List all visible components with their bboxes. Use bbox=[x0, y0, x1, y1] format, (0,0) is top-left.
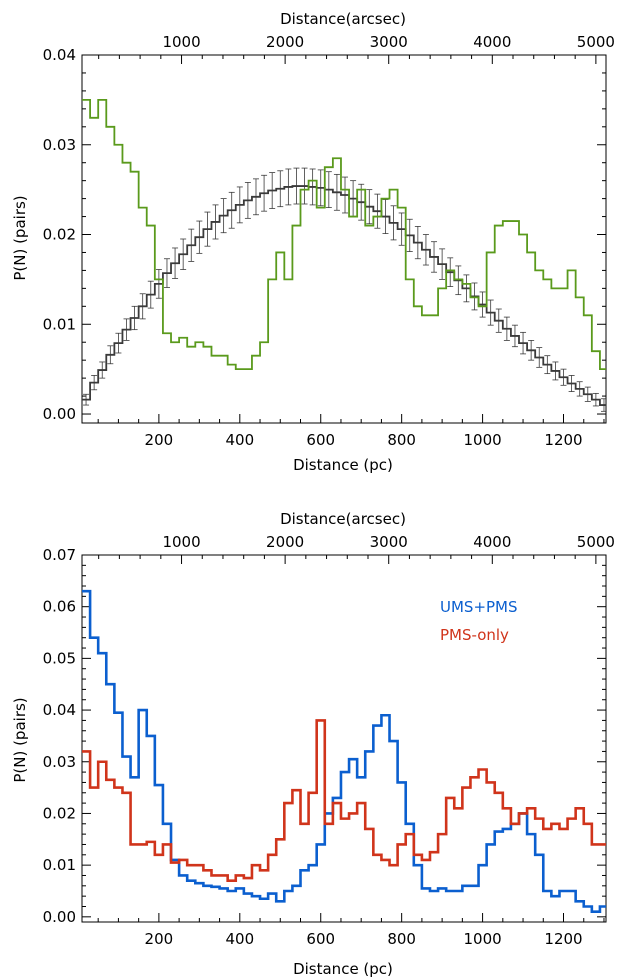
bottom-panel-x-axis-title: Distance (pc) bbox=[293, 960, 393, 978]
top-panel-x-tick-label: 600 bbox=[306, 431, 335, 449]
top-panel-y-tick-label: 0.04 bbox=[43, 46, 76, 64]
top-panel-top-tick-label: 1000 bbox=[162, 33, 200, 51]
top-panel-x-axis-title: Distance (pc) bbox=[293, 456, 393, 474]
top-panel-top-axis-title: Distance(arcsec) bbox=[280, 10, 406, 28]
top-panel-top-tick-label: 5000 bbox=[577, 33, 615, 51]
bottom-panel-x-tick-label: 800 bbox=[387, 930, 416, 948]
top-panel-x-tick-label: 800 bbox=[387, 431, 416, 449]
bottom-panel-plot-frame bbox=[81, 554, 607, 923]
bottom-panel-y-tick-label: 0.05 bbox=[43, 649, 76, 667]
bottom-panel-top-tick-label: 1000 bbox=[162, 533, 200, 551]
bottom-panel-y-tick-label: 0.01 bbox=[43, 856, 76, 874]
top-panel-y-tick-label: 0.01 bbox=[43, 315, 76, 333]
top-panel-y-tick-label: 0.03 bbox=[43, 136, 76, 154]
top-panel-series-group bbox=[82, 98, 606, 412]
bottom-panel-x-tick-label: 200 bbox=[145, 930, 174, 948]
bottom-panel-top-tick-label: 2000 bbox=[266, 533, 304, 551]
top-panel-y-tick-label: 0.00 bbox=[43, 405, 76, 423]
bottom-panel-y-tick-label: 0.03 bbox=[43, 753, 76, 771]
top-panel-y-axis-title: P(N) (pairs) bbox=[11, 195, 29, 280]
bottom-panel-series-group bbox=[82, 589, 606, 913]
bottom-panel-y-tick-label: 0.04 bbox=[43, 701, 76, 719]
bottom-panel-y-tick-label: 0.00 bbox=[43, 908, 76, 926]
bottom-panel-x-tick-label: 400 bbox=[225, 930, 254, 948]
bottom-panel-pms-only-series-line bbox=[82, 719, 606, 882]
top-panel-top-tick-label: 2000 bbox=[266, 33, 304, 51]
bottom-panel-y-tick-label: 0.07 bbox=[43, 546, 76, 564]
top-panel-x-tick-label: 400 bbox=[225, 431, 254, 449]
bottom-panel-y-tick-label: 0.06 bbox=[43, 598, 76, 616]
bottom-panel-top-tick-label: 4000 bbox=[473, 533, 511, 551]
top-panel-x-tick-label: 1200 bbox=[544, 431, 582, 449]
top-panel-top-tick-label: 4000 bbox=[473, 33, 511, 51]
bottom-panel-x-tick-label: 600 bbox=[306, 930, 335, 948]
bottom-panel-top-tick-label: 5000 bbox=[577, 533, 615, 551]
bottom-panel-top-tick-label: 3000 bbox=[370, 533, 408, 551]
bottom-panel-x-tick-label: 1200 bbox=[544, 930, 582, 948]
top-panel-y-tick-label: 0.02 bbox=[43, 226, 76, 244]
top-panel-model-series-line bbox=[82, 185, 606, 406]
legend-ums-pms: UMS+PMS bbox=[440, 598, 518, 616]
top-panel-x-tick-label: 1000 bbox=[463, 431, 501, 449]
bottom-panel-ums-pms-series-line bbox=[82, 589, 606, 913]
bottom-panel-y-axis-title: P(N) (pairs) bbox=[11, 697, 29, 782]
bottom-panel-top-axis-title: Distance(arcsec) bbox=[280, 510, 406, 528]
legend-pms-only: PMS-only bbox=[440, 626, 509, 644]
bottom-panel-y-tick-label: 0.02 bbox=[43, 804, 76, 822]
top-panel-top-tick-label: 3000 bbox=[370, 33, 408, 51]
top-panel-observed-top-series-line bbox=[82, 98, 606, 371]
bottom-panel: Distance(arcsec) Distance (pc) P(N) (pai… bbox=[11, 510, 615, 978]
top-panel: Distance(arcsec) Distance (pc) P(N) (pai… bbox=[11, 10, 615, 474]
top-panel-x-tick-label: 200 bbox=[145, 431, 174, 449]
bottom-panel-x-tick-label: 1000 bbox=[463, 930, 501, 948]
top-panel-plot-frame bbox=[81, 54, 607, 424]
